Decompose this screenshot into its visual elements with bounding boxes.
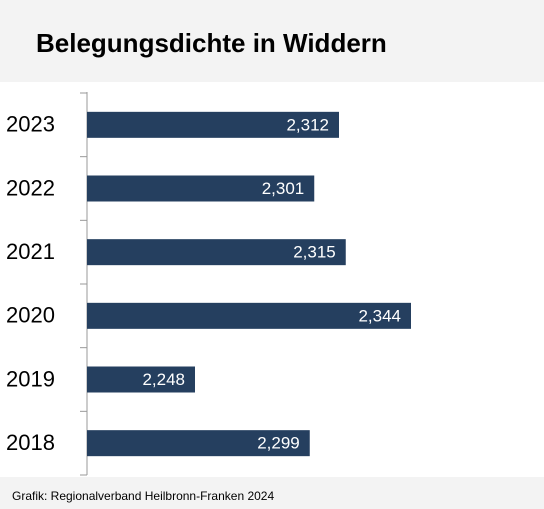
data-label: 2,299 [257, 434, 300, 453]
y-tick-label: 2018 [6, 430, 55, 455]
y-tick-label: 2021 [6, 239, 55, 264]
data-label: 2,301 [262, 179, 305, 198]
data-label: 2,312 [286, 115, 329, 134]
bar [87, 366, 195, 393]
plot-area [0, 82, 544, 477]
chart-title: Belegungsdichte in Widdern [36, 28, 387, 58]
data-label: 2,344 [358, 306, 401, 325]
y-tick-label: 2020 [6, 303, 55, 328]
y-tick-label: 2022 [6, 175, 55, 200]
bar [87, 430, 310, 457]
bar [87, 239, 346, 266]
bar [87, 302, 411, 329]
data-label: 2,315 [293, 243, 336, 262]
data-label: 2,248 [142, 370, 185, 389]
y-tick-label: 2019 [6, 366, 55, 391]
source: Grafik: Regionalverband Heilbronn-Franke… [12, 489, 274, 503]
bar [87, 111, 339, 138]
bar [87, 175, 315, 202]
y-tick-label: 2023 [6, 112, 55, 137]
